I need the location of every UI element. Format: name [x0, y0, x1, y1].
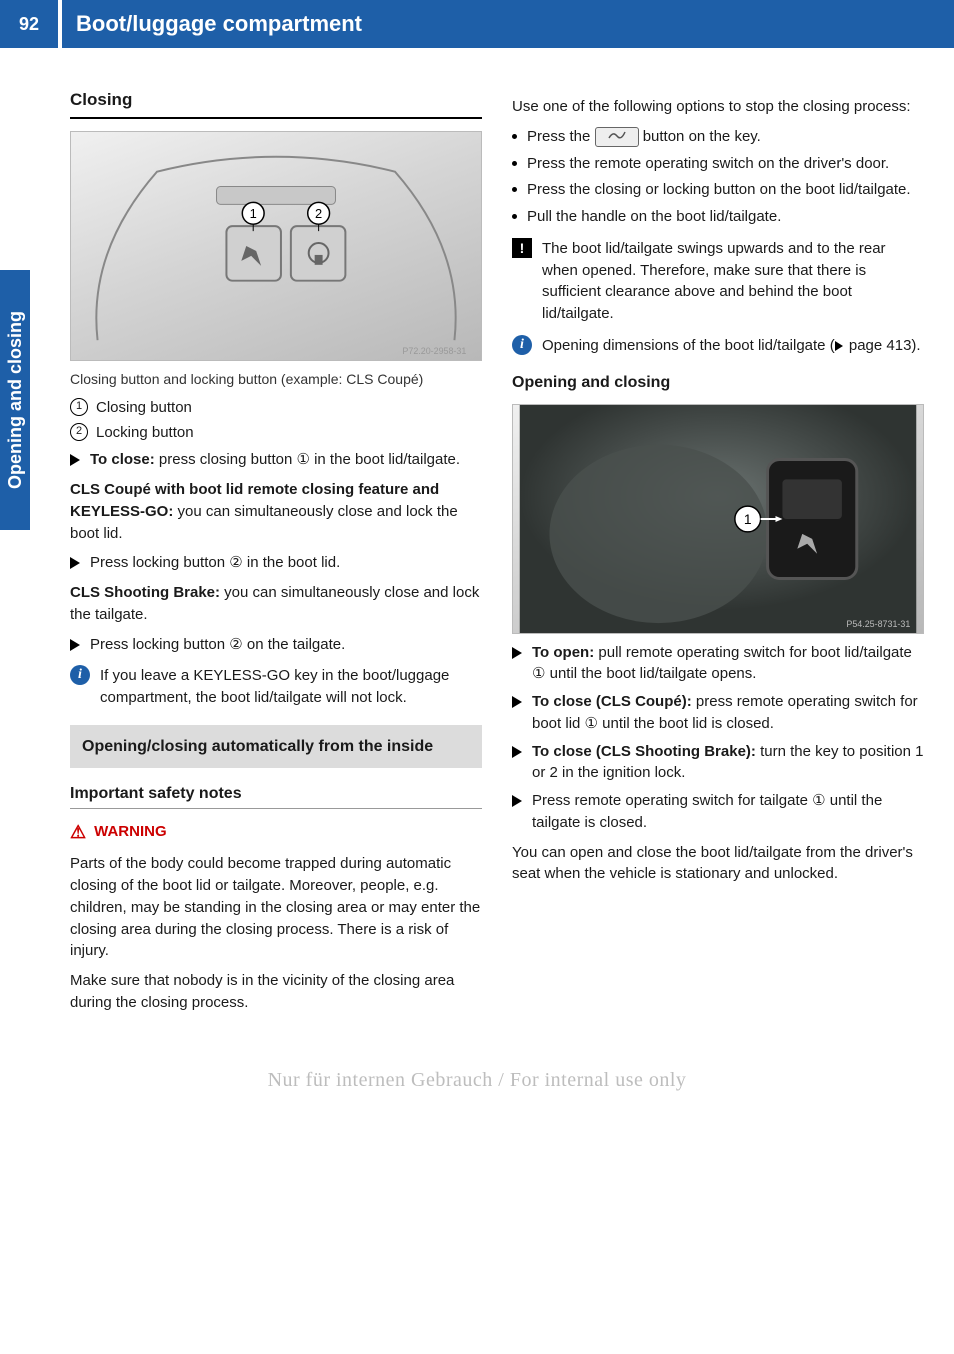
info-icon: i — [512, 335, 532, 355]
exclamation-icon: ! — [512, 238, 532, 258]
step-to-open: To open: pull remote operating switch fo… — [512, 642, 924, 686]
legend-text: Locking button — [96, 422, 194, 444]
bullet-press-key: Press the button on the key. — [512, 126, 924, 148]
key-button-icon — [595, 127, 639, 147]
info-icon: i — [70, 665, 90, 685]
legend-item-1: 1 Closing button — [70, 397, 482, 419]
paragraph-cls-coupe: CLS Coupé with boot lid remote closing f… — [70, 479, 482, 544]
legend-item-2: 2 Locking button — [70, 422, 482, 444]
info-dimensions: i Opening dimensions of the boot lid/tai… — [512, 335, 924, 357]
warning-header: ⚠ WARNING — [70, 819, 482, 845]
watermark: Nur für internen Gebrauch / For internal… — [0, 1066, 954, 1095]
warning-title: WARNING — [94, 821, 167, 843]
page-ref-icon — [835, 341, 843, 351]
step-to-close: To close: press closing button ① in the … — [70, 449, 482, 471]
step-press-remote-tailgate: Press remote operating switch for tailga… — [512, 790, 924, 834]
bullet-icon — [512, 214, 517, 219]
svg-text:P54.25-8731-31: P54.25-8731-31 — [846, 619, 910, 629]
bullet-icon — [512, 134, 517, 139]
info-keyless: i If you leave a KEYLESS-GO key in the b… — [70, 665, 482, 709]
step-arrow-icon — [70, 557, 80, 569]
paragraph-shooting-brake: CLS Shooting Brake: you can simultaneous… — [70, 582, 482, 626]
content: Closing 1 2 P72.20-2958-31 Closing butto… — [0, 48, 954, 1042]
legend-text: Closing button — [96, 397, 192, 419]
caution-swing: ! The boot lid/tailgate swings upwards a… — [512, 238, 924, 325]
bullet-icon — [512, 187, 517, 192]
step-press-locking-tailgate: Press locking button ② on the tailgate. — [70, 634, 482, 656]
heading-safety-notes: Important safety notes — [70, 782, 482, 809]
left-column: Closing 1 2 P72.20-2958-31 Closing butto… — [70, 88, 482, 1022]
page-header: 92 Boot/luggage compartment — [0, 0, 954, 48]
heading-closing: Closing — [70, 88, 482, 119]
figure-closing-buttons: 1 2 P72.20-2958-31 — [70, 131, 482, 361]
bullet-icon — [512, 161, 517, 166]
circled-2-icon: 2 — [70, 423, 88, 441]
step-arrow-icon — [512, 795, 522, 807]
right-column: Use one of the following options to stop… — [512, 88, 924, 1022]
svg-text:P72.20-2958-31: P72.20-2958-31 — [402, 346, 466, 356]
page-title: Boot/luggage compartment — [62, 0, 954, 48]
heading-opening-closing: Opening and closing — [512, 371, 924, 394]
page-number: 92 — [0, 0, 58, 48]
bullet-remote-switch: Press the remote operating switch on the… — [512, 153, 924, 175]
step-press-locking-lid: Press locking button ② in the boot lid. — [70, 552, 482, 574]
step-arrow-icon — [70, 454, 80, 466]
svg-text:1: 1 — [744, 511, 752, 527]
step-to-close-shooting: To close (CLS Shooting Brake): turn the … — [512, 741, 924, 785]
bullet-closing-button: Press the closing or locking button on t… — [512, 179, 924, 201]
stop-intro: Use one of the following options to stop… — [512, 96, 924, 118]
final-paragraph: You can open and close the boot lid/tail… — [512, 842, 924, 886]
circled-1-icon: 1 — [70, 398, 88, 416]
svg-text:2: 2 — [315, 206, 322, 221]
warning-text-2: Make sure that nobody is in the vicinity… — [70, 970, 482, 1014]
step-arrow-icon — [512, 746, 522, 758]
warning-text-1: Parts of the body could become trapped d… — [70, 853, 482, 962]
step-arrow-icon — [512, 696, 522, 708]
step-arrow-icon — [512, 647, 522, 659]
section-auto-inside: Opening/closing automatically from the i… — [70, 725, 482, 768]
step-arrow-icon — [70, 639, 80, 651]
step-to-close-coupe: To close (CLS Coupé): press remote opera… — [512, 691, 924, 735]
warning-triangle-icon: ⚠ — [70, 819, 86, 845]
figure-caption-1: Closing button and locking button (examp… — [70, 369, 482, 389]
bullet-pull-handle: Pull the handle on the boot lid/tailgate… — [512, 206, 924, 228]
figure-remote-switch: 1 P54.25-8731-31 — [512, 404, 924, 634]
side-tab: Opening and closing — [0, 270, 30, 530]
svg-text:1: 1 — [250, 206, 257, 221]
